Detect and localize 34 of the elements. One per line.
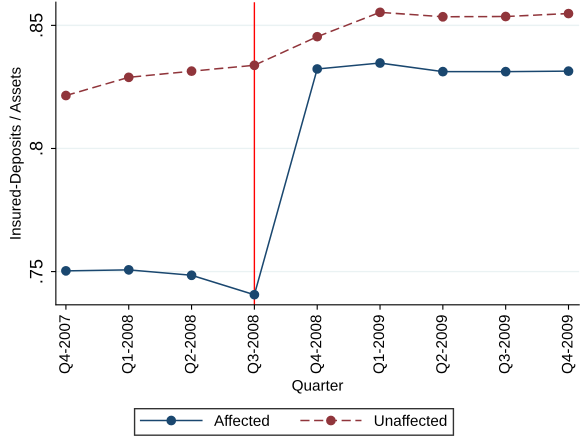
x-tick-label: Q2-2009 <box>436 315 450 374</box>
x-axis-title: Quarter <box>292 380 344 394</box>
point <box>186 270 196 280</box>
point <box>250 290 260 300</box>
point <box>61 266 71 276</box>
point <box>438 12 448 22</box>
point <box>564 8 574 18</box>
point <box>375 58 385 68</box>
x-tick-label: Q4-2008 <box>310 315 324 374</box>
x-tick-label: Q4-2009 <box>562 315 576 374</box>
x-tick-label: Q3-2009 <box>498 315 513 374</box>
y-axis-title: Insured-Deposits / Assets <box>10 67 24 239</box>
point <box>564 66 574 76</box>
point <box>61 90 71 100</box>
point <box>312 32 322 42</box>
x-tick-label: Q1-2009 <box>373 315 387 374</box>
point <box>500 66 511 77</box>
legend-label: Unaffected <box>374 414 446 426</box>
x-tick-label: Q1-2008 <box>122 315 136 374</box>
point <box>375 7 385 18</box>
x-tick-label: Q4-2007 <box>59 315 73 374</box>
y-tick-label: .8 <box>30 142 43 154</box>
point <box>124 265 134 275</box>
legend-label: Affected <box>214 414 269 426</box>
point <box>500 12 511 22</box>
y-tick-label: .85 <box>30 14 43 36</box>
x-tick-label: Q2-2008 <box>184 315 198 374</box>
point <box>186 66 196 76</box>
y-tick-label: .75 <box>30 260 43 282</box>
x-tick-label: Q3-2008 <box>248 315 262 374</box>
point <box>438 66 448 77</box>
point <box>124 72 134 82</box>
point <box>312 64 322 74</box>
point <box>250 60 260 70</box>
